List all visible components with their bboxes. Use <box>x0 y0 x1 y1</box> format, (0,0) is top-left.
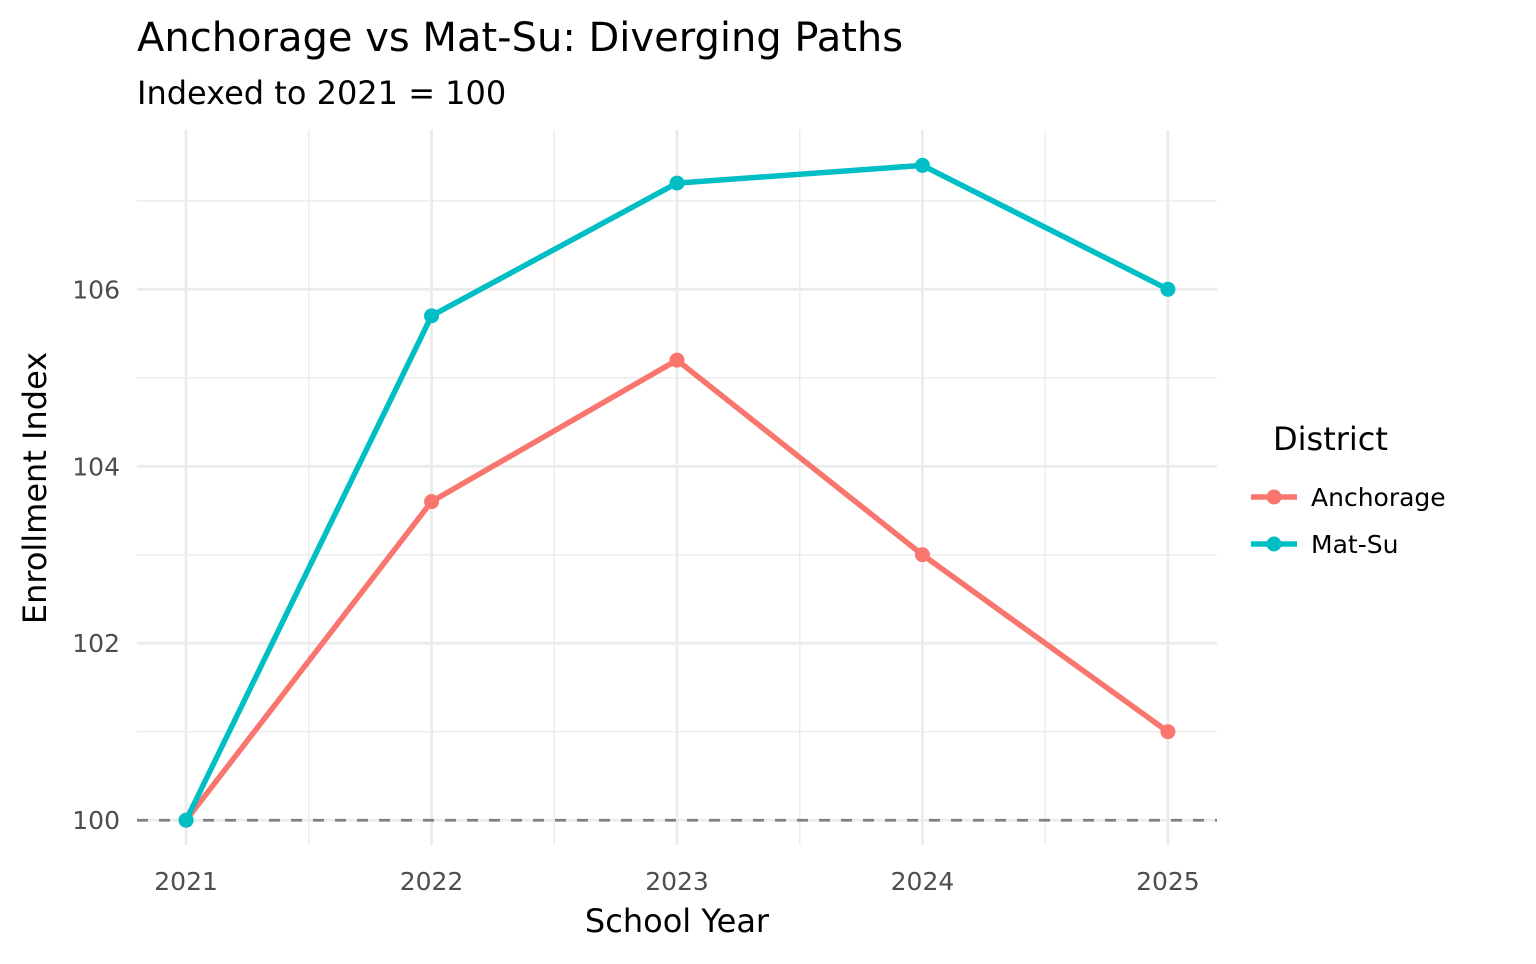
chart-subtitle: Indexed to 2021 = 100 <box>137 74 506 112</box>
series-group <box>178 157 1176 828</box>
data-point-anchorage <box>1160 724 1176 740</box>
x-tick-label: 2021 <box>154 867 218 896</box>
x-tick-label: 2024 <box>891 867 955 896</box>
y-axis-label: Enrollment Index <box>16 352 54 624</box>
y-axis-ticks: 100 102 104 106 <box>72 275 120 835</box>
data-point-mat-su <box>424 308 440 324</box>
y-tick-label: 104 <box>72 452 120 481</box>
data-point-anchorage <box>424 494 440 510</box>
x-axis-label: School Year <box>585 902 770 940</box>
y-tick-label: 106 <box>72 275 120 304</box>
data-point-mat-su <box>1160 281 1176 297</box>
data-point-mat-su <box>914 157 930 173</box>
y-tick-label: 100 <box>72 806 120 835</box>
y-tick-label: 102 <box>72 629 120 658</box>
legend-label: Anchorage <box>1311 483 1446 512</box>
grid <box>137 130 1217 845</box>
data-point-mat-su <box>178 812 194 828</box>
legend-key-point <box>1266 489 1282 505</box>
legend-title: District <box>1273 420 1388 458</box>
x-tick-label: 2022 <box>400 867 464 896</box>
data-point-anchorage <box>914 547 930 563</box>
data-point-anchorage <box>669 352 685 368</box>
legend-key-point <box>1266 536 1282 552</box>
x-tick-label: 2025 <box>1136 867 1200 896</box>
chart-title: Anchorage vs Mat-Su: Diverging Paths <box>137 15 903 61</box>
data-point-mat-su <box>669 175 685 191</box>
legend: District Anchorage Mat-Su <box>1251 420 1446 559</box>
x-tick-label: 2023 <box>645 867 709 896</box>
x-axis-ticks: 2021 2022 2023 2024 2025 <box>154 867 1199 896</box>
legend-label: Mat-Su <box>1311 530 1398 559</box>
